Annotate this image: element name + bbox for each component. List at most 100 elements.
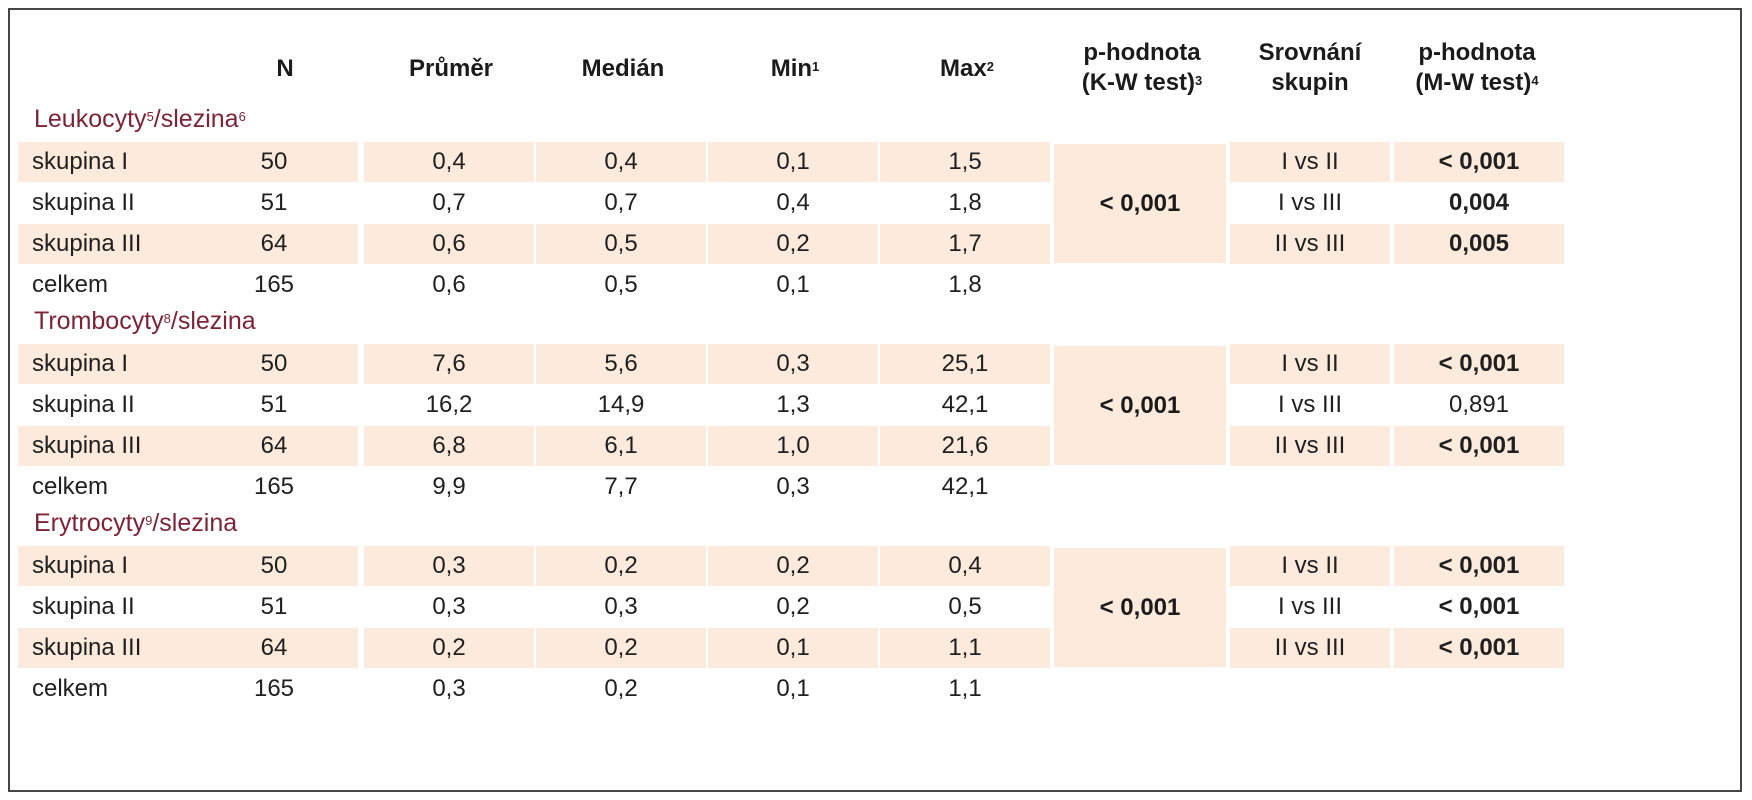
- header-mean: Průměr: [408, 55, 494, 82]
- header-mw-line2: (M-W test): [1415, 69, 1532, 96]
- cell-max: 25,1: [880, 344, 1050, 384]
- cell-cmp: [1230, 467, 1390, 507]
- cell-median: 0,5: [536, 224, 706, 264]
- cell-max: 42,1: [941, 473, 989, 500]
- table-frame: N Průměr Medián Min1 Max2 p-hodnota (K-W…: [8, 8, 1742, 792]
- cell-group: celkem: [32, 675, 109, 702]
- cell-mean: 0,3: [432, 593, 466, 620]
- cell-cmp: I vs II: [1230, 142, 1390, 182]
- table-row: skupina III 64 0,2 0,2 0,1 1,1 II vs III < 0,00…: [10, 628, 1740, 668]
- header-kw-line1: p-hodnota: [1083, 39, 1201, 66]
- cell-mean: 16,2: [425, 391, 473, 418]
- cell-min: 1,0: [708, 426, 878, 466]
- cell-median: 7,7: [604, 473, 638, 500]
- cell-mw: < 0,001: [1394, 344, 1564, 384]
- header-median: Medián: [581, 55, 665, 82]
- cell-cmp: I vs II: [1230, 546, 1390, 586]
- kw-p-value: < 0,001: [1054, 548, 1226, 667]
- cell-n: 64: [190, 628, 358, 668]
- cell-max: 1,1: [880, 628, 1050, 668]
- cell-mean: 0,7: [432, 189, 466, 216]
- cell-n: 51: [260, 391, 288, 418]
- table-row: celkem 165 0,6 0,5 0,1 1,8: [10, 265, 1740, 305]
- table-row: skupina II 51 16,2 14,9 1,3 42,1 I vs III 0,891: [10, 385, 1740, 425]
- cell-group: skupina I: [18, 546, 200, 586]
- section-title-suffix: /slezina: [153, 105, 239, 133]
- table-row: skupina II 51 0,3 0,3 0,2 0,5 I vs III < 0,001: [10, 587, 1740, 627]
- cell-n: 64: [190, 426, 358, 466]
- table-row: skupina III 64 6,8 6,1 1,0 21,6 II vs III < 0,0…: [10, 426, 1740, 466]
- section-title-suffix: /slezina: [152, 509, 238, 537]
- cell-mw: 0,005: [1394, 224, 1564, 264]
- cell-cmp: I vs III: [1277, 593, 1342, 620]
- header-cmp-line1: Srovnání: [1258, 39, 1362, 66]
- table-row: skupina III 64 0,6 0,5 0,2 1,7 II vs III 0,005: [10, 224, 1740, 264]
- cell-median: 0,5: [604, 271, 638, 298]
- table-row: celkem 165 9,9 7,7 0,3 42,1: [10, 467, 1740, 507]
- cell-n: 165: [253, 473, 295, 500]
- cell-median: 5,6: [536, 344, 706, 384]
- section-title-suffix: /slezina: [170, 307, 256, 335]
- cell-group: skupina II: [32, 391, 135, 418]
- cell-group: skupina III: [18, 224, 200, 264]
- cell-mw: < 0,001: [1438, 593, 1520, 620]
- cell-max: 1,8: [948, 271, 982, 298]
- kw-p-value: < 0,001: [1054, 144, 1226, 263]
- table-row: skupina I 50 7,6 5,6 0,3 25,1 I vs II < 0,001: [10, 344, 1740, 384]
- cell-min: 0,2: [708, 224, 878, 264]
- header-max: Max2: [882, 54, 1052, 84]
- cell-max: 1,7: [880, 224, 1050, 264]
- header-max-sup: 2: [986, 59, 994, 74]
- table-row: skupina I 50 0,3 0,2 0,2 0,4 I vs II < 0,001: [10, 546, 1740, 586]
- cell-group: skupina I: [18, 344, 200, 384]
- cell-min: 0,1: [708, 142, 878, 182]
- cell-max: 1,8: [948, 189, 982, 216]
- cell-mw: < 0,001: [1394, 142, 1564, 182]
- kw-p-value: < 0,001: [1054, 346, 1226, 465]
- cell-mean: 6,8: [364, 426, 534, 466]
- section-title-sup: 9: [145, 513, 153, 528]
- cell-group: skupina III: [18, 426, 200, 466]
- cell-mean: 0,4: [364, 142, 534, 182]
- cell-max: 0,5: [948, 593, 982, 620]
- cell-median: 0,2: [536, 546, 706, 586]
- cell-mean: 0,3: [432, 675, 466, 702]
- header-min-label: Min: [770, 55, 813, 82]
- header-cmp-line2: skupin: [1271, 69, 1349, 96]
- cell-median: 0,4: [536, 142, 706, 182]
- section-title: Trombocyty8/slezina: [34, 306, 256, 336]
- cell-max: 21,6: [880, 426, 1050, 466]
- header-max-label: Max: [940, 55, 987, 82]
- cell-n: 51: [260, 593, 288, 620]
- cell-mean: 0,6: [364, 224, 534, 264]
- cell-group: celkem: [32, 473, 109, 500]
- cell-median: 0,3: [604, 593, 638, 620]
- section-title-text: Erytrocyty: [34, 509, 146, 537]
- cell-mean: 7,6: [364, 344, 534, 384]
- cell-cmp: I vs II: [1230, 344, 1390, 384]
- cell-mean: 9,9: [432, 473, 466, 500]
- cell-mean: 0,2: [364, 628, 534, 668]
- cell-median: 0,2: [604, 675, 638, 702]
- cell-min: 1,3: [776, 391, 810, 418]
- section-title-sup2: 6: [238, 109, 246, 124]
- section-title-text: Leukocyty: [34, 105, 147, 133]
- header-kw-line2: (K-W test): [1081, 69, 1196, 96]
- cell-max: 1,1: [948, 675, 982, 702]
- cell-mw: [1394, 669, 1564, 709]
- header-kw-p: p-hodnota (K-W test)3: [1054, 38, 1230, 98]
- cell-cmp: I vs III: [1277, 391, 1342, 418]
- cell-n: 50: [190, 546, 358, 586]
- header-mw-line2-wrap: (M-W test)4: [1392, 68, 1562, 98]
- cell-group: skupina II: [32, 593, 135, 620]
- cell-median: 0,7: [604, 189, 638, 216]
- header-n: N: [276, 55, 294, 82]
- cell-min: 0,1: [776, 271, 810, 298]
- cell-n: 50: [190, 344, 358, 384]
- cell-group: skupina II: [32, 189, 135, 216]
- cell-cmp: [1230, 265, 1390, 305]
- cell-min: 0,4: [776, 189, 810, 216]
- cell-max: 1,5: [880, 142, 1050, 182]
- cell-n: 165: [253, 271, 295, 298]
- cell-mw: < 0,001: [1394, 546, 1564, 586]
